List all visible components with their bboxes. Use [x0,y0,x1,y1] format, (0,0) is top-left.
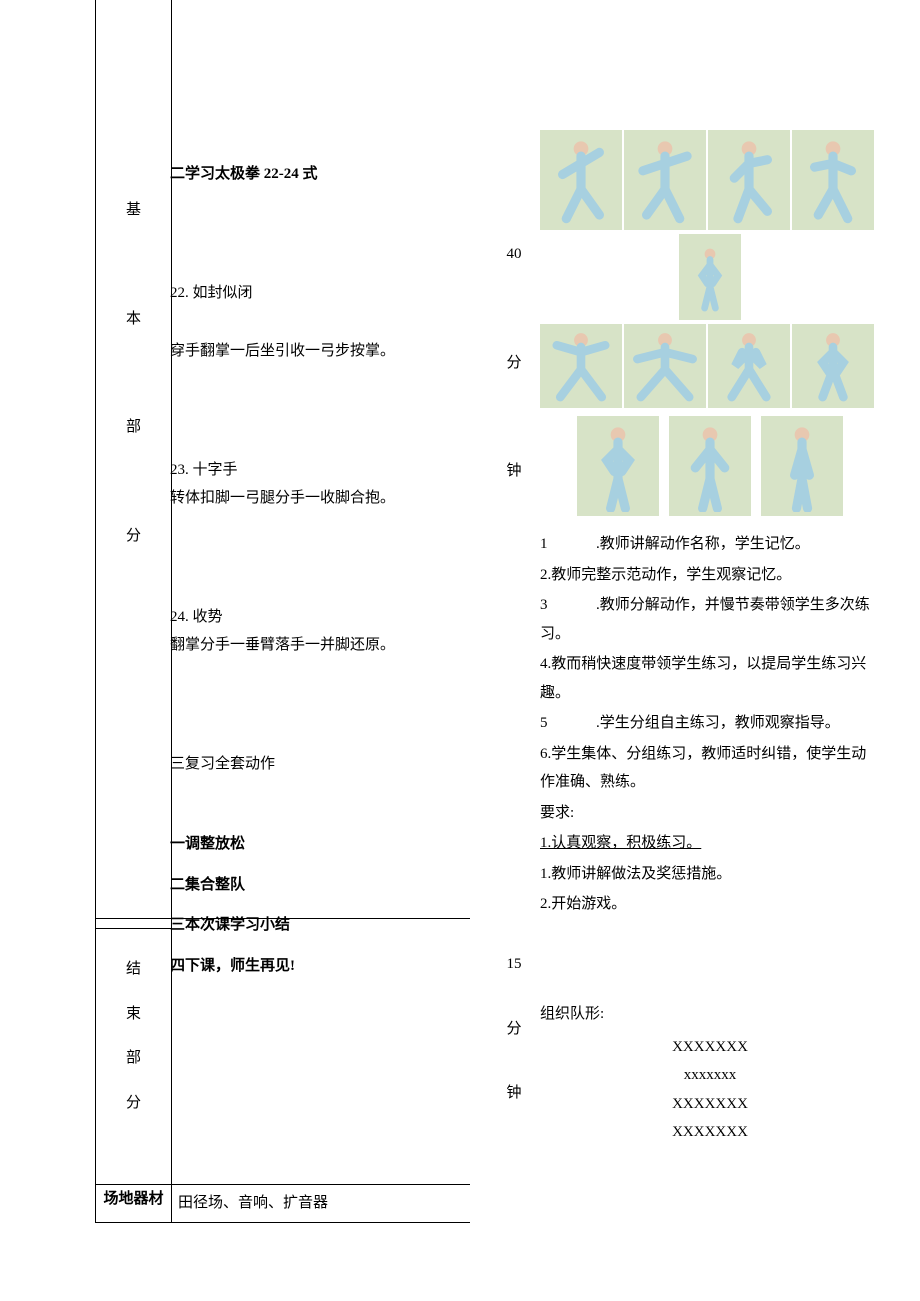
formation-row: xxxxxxx [540,1061,880,1090]
review-all: 三复习全套动作 [170,750,470,779]
formation-row: XXXXXXX [540,1090,880,1119]
formation-block: 组织队形: XXXXXXX xxxxxxx XXXXXXX XXXXXXX [540,1000,880,1147]
image-row-4 [540,416,880,516]
basic-char-3: 部 [96,413,171,442]
end-item-2: 二集合整队 [170,871,470,900]
martial-figure [761,416,843,516]
martial-figure [792,324,874,408]
table-border-top [95,0,172,150]
end-char-2: 束 [96,1000,171,1029]
martial-figure [540,130,622,230]
time1-u1: 分 [502,349,526,378]
right-column: 1.教师讲解动作名称，学生记忆。 2.教师完整示范动作，学生观察记忆。 3.教师… [540,130,880,921]
heading-taiji: 二学习太极拳 22-24 式 [170,160,470,189]
basic-section-label: 基 本 部 分 [96,150,171,928]
requirement-1: 1.认真观察，积极练习。 [540,835,701,851]
end-section-label: 结 束 部 分 [96,929,171,1187]
move-24-title: 24. 收势 [170,603,470,632]
basic-char-4: 分 [96,522,171,551]
martial-figure [540,324,622,408]
image-row-1 [540,130,880,230]
note-5-text: .学生分组自主练习，教师观察指导。 [596,715,840,731]
formation-row: XXXXXXX [540,1033,880,1062]
martial-figure [708,324,790,408]
martial-figure [624,130,706,230]
game-note-1: 1.教师讲解做法及奖惩措施。 [540,860,880,889]
martial-figure [708,130,790,230]
time-column-1: 40 分 钟 [502,240,526,522]
formation-row: XXXXXXX [540,1118,880,1147]
martial-figure [624,324,706,408]
equipment-value: 田径场、音响、扩音器 [172,1184,470,1223]
martial-figure [577,416,659,516]
end-char-4: 分 [96,1089,171,1118]
section-label-column: 基 本 部 分 结 束 部 分 [95,150,172,1184]
note-6: 6.学生集体、分组练习，教师适时纠错，使学生动作准确、熟练。 [540,740,880,797]
martial-figure [792,130,874,230]
move-22-title: 22. 如封似闭 [170,279,470,308]
move-23-desc: 转体扣脚一弓腿分手一收脚合抱。 [170,484,470,513]
image-row-2 [540,234,880,320]
equipment-label: 场地器材 [95,1184,172,1223]
note-1-num: 1 [540,530,596,559]
content-column: 二学习太极拳 22-24 式 22. 如封似闭 穿手翻掌一后坐引收一弓步按掌。 … [170,150,470,990]
time2-num: 15 [502,950,526,979]
time1-u2: 钟 [502,457,526,486]
time2-u2: 钟 [502,1079,526,1108]
end-item-1: 一调整放松 [170,830,470,859]
move-23-title: 23. 十字手 [170,456,470,485]
note-1-text: .教师讲解动作名称，学生记忆。 [596,536,810,552]
teaching-notes: 1.教师讲解动作名称，学生记忆。 2.教师完整示范动作，学生观察记忆。 3.教师… [540,530,880,919]
time1-num: 40 [502,240,526,269]
note-4: 4.教而稍快速度带领学生练习，以提局学生练习兴趣。 [540,650,880,707]
formation-label: 组织队形: [540,1000,880,1029]
note-5-num: 5 [540,709,596,738]
martial-figure [679,234,741,320]
time2-u1: 分 [502,1015,526,1044]
basic-char-1: 基 [96,196,171,225]
end-char-1: 结 [96,955,171,984]
end-char-3: 部 [96,1044,171,1073]
end-item-3: 三本次课学习小结 [170,911,470,940]
end-item-4: 四下课，师生再见! [170,952,470,981]
image-row-3 [540,324,880,408]
time-column-2: 15 分 钟 [502,950,526,1144]
game-note-2: 2.开始游戏。 [540,890,880,919]
move-22-desc: 穿手翻掌一后坐引收一弓步按掌。 [170,337,470,366]
note-3-num: 3 [540,591,596,620]
note-2: 2.教师完整示范动作，学生观察记忆。 [540,561,880,590]
formation-rows: XXXXXXX xxxxxxx XXXXXXX XXXXXXX [540,1033,880,1147]
martial-figure [669,416,751,516]
move-24-desc: 翻掌分手一垂臂落手一并脚还原。 [170,631,470,660]
basic-char-2: 本 [96,305,171,334]
requirement-label: 要求: [540,799,880,828]
equipment-row: 场地器材 田径场、音响、扩音器 [95,1184,470,1223]
lesson-plan-page: 基 本 部 分 结 束 部 分 二学习太极拳 22-24 式 22. 如封似闭 … [0,0,920,1301]
